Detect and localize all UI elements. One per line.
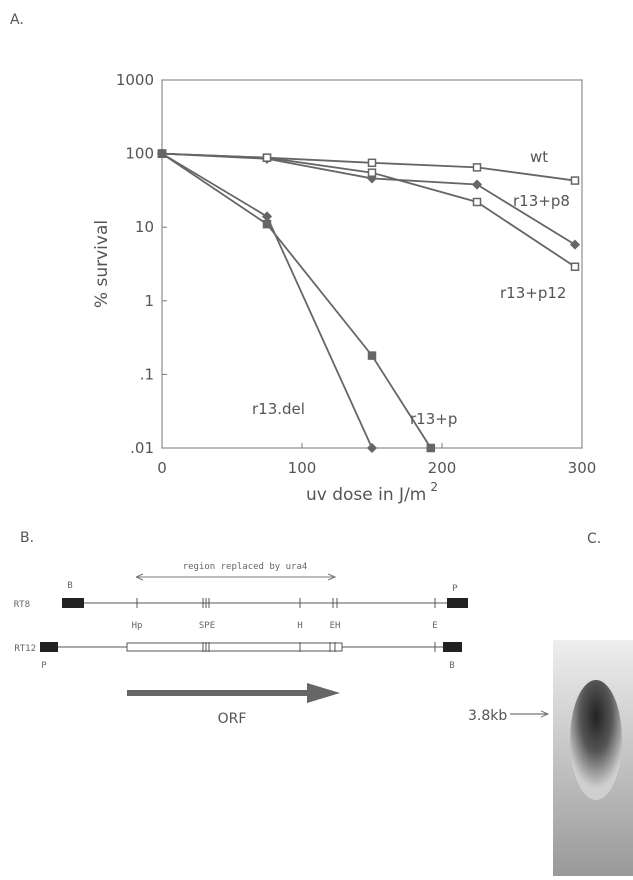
replaced-region <box>127 643 342 651</box>
panel-label: B. <box>20 530 34 546</box>
orf-label: ORF <box>218 711 247 727</box>
y-tick-label: .01 <box>130 439 154 457</box>
data-point <box>159 150 166 157</box>
site-label: B <box>449 661 454 671</box>
y-tick-label: 1000 <box>116 71 154 89</box>
x-tick-label: 200 <box>428 459 457 477</box>
series-label: wt <box>530 148 548 166</box>
gel-band <box>570 680 622 800</box>
site-label: P <box>452 584 458 594</box>
x-axis-label-text: uv dose in J/m <box>306 485 426 505</box>
region-label: region replaced by ura4 <box>183 562 308 572</box>
data-point <box>369 352 376 359</box>
data-point <box>473 181 481 189</box>
y-axis-label: % survival <box>92 220 112 308</box>
site-label: B <box>67 581 72 591</box>
panel-label: C. <box>587 531 601 547</box>
y-tick-label: 100 <box>125 145 154 163</box>
site-label: P <box>41 661 47 671</box>
site-label: SPE <box>199 621 215 631</box>
series-label: r13+p12 <box>500 284 566 302</box>
x-axis-label-superscript: 2 <box>430 480 438 494</box>
strain-label: RT8 <box>14 600 30 610</box>
data-point <box>474 164 481 171</box>
site-label: Hp <box>132 621 143 631</box>
data-point <box>474 198 481 205</box>
data-point <box>264 221 271 228</box>
map-box <box>62 598 84 608</box>
data-point <box>369 169 376 176</box>
strain-label: RT12 <box>14 644 36 654</box>
site-label: EH <box>330 621 341 631</box>
data-point <box>572 177 579 184</box>
map-box <box>443 642 462 652</box>
data-point <box>369 159 376 166</box>
survival-chart: 1000 100 10 1 .1 .010 100 200 300 % survival uv do… <box>92 71 596 505</box>
x-tick-label: 100 <box>288 459 317 477</box>
y-tick-label: 1 <box>144 292 154 310</box>
map-box <box>447 598 468 608</box>
panel-label: A. <box>10 12 24 28</box>
gel: C. 3.8kb <box>468 531 633 876</box>
x-tick-label: 0 <box>157 459 167 477</box>
data-point <box>427 445 434 452</box>
data-point <box>264 154 271 161</box>
figure: A. 1000 100 10 1 .1 .010 100 200 300 % survival uv… <box>0 0 633 876</box>
gene-map: B. region replaced by ura4 RT8 B P Hp SP… <box>14 530 468 727</box>
series-label: r13.del <box>252 400 305 418</box>
data-point <box>368 444 376 452</box>
plot-frame <box>162 80 582 448</box>
data-point <box>571 241 579 249</box>
band-label: 3.8kb <box>468 708 507 724</box>
y-tick-label: 10 <box>135 218 154 236</box>
map-box <box>40 642 58 652</box>
site-label: H <box>297 621 302 631</box>
x-axis-label: uv dose in J/m 2 <box>306 480 438 505</box>
series-label: r13+p <box>410 410 457 428</box>
data-point <box>263 212 271 220</box>
series-label: r13+p8 <box>513 192 570 210</box>
orf-arrow <box>127 683 340 703</box>
y-tick-label: .1 <box>140 365 154 383</box>
x-tick-label: 300 <box>568 459 597 477</box>
data-point <box>572 263 579 270</box>
site-label: E <box>432 621 437 631</box>
